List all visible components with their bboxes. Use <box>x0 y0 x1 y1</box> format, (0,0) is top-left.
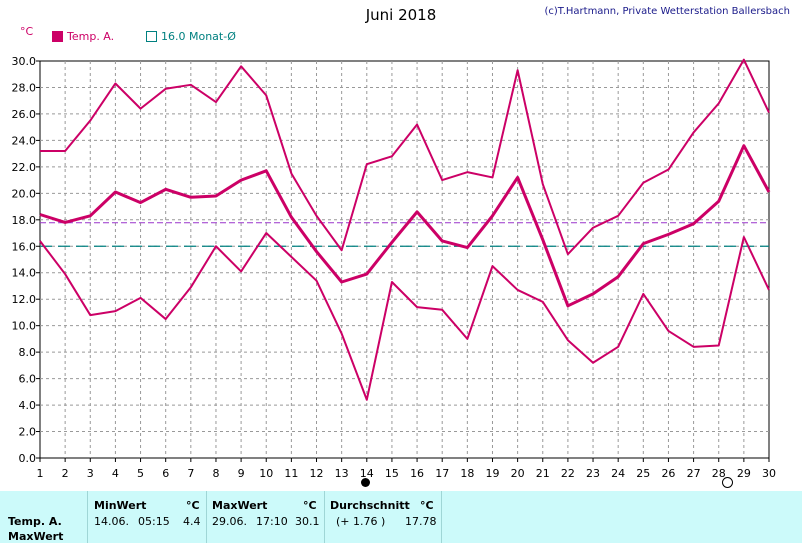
reference-lines <box>40 222 769 247</box>
x-tick-label: 4 <box>112 467 119 480</box>
x-tick-label: 16 <box>410 467 424 480</box>
y-tick-label: 8.0 <box>19 346 37 359</box>
avg-unit: °C <box>420 499 434 512</box>
stats-divider <box>324 491 325 543</box>
y-tick-label: 24.0 <box>12 134 37 147</box>
y-tick-label: 30.0 <box>12 55 37 68</box>
x-tick-label: 19 <box>485 467 499 480</box>
y-tick-label: 20.0 <box>12 187 37 200</box>
x-tick-label: 25 <box>636 467 650 480</box>
stats-divider <box>206 491 207 543</box>
x-tick-label: 22 <box>561 467 575 480</box>
x-tick-label: 27 <box>687 467 701 480</box>
x-tick-label: 1 <box>37 467 44 480</box>
x-tick-label: 29 <box>737 467 751 480</box>
x-tick-label: 18 <box>460 467 474 480</box>
max-header: MaxWert <box>212 499 268 512</box>
min-date: 14.06. <box>94 515 129 528</box>
x-tick-labels: 1 2 3 4 5 6 7 8 9 10 11 12 13 14 15 16 17 18 19 20 21 22 23 24 2… <box>37 467 777 480</box>
chart-grid <box>36 60 770 462</box>
x-tick-label: 6 <box>162 467 169 480</box>
series-lines <box>39 58 771 401</box>
x-tick-label: 23 <box>586 467 600 480</box>
x-tick-label: 2 <box>62 467 69 480</box>
x-tick-label: 12 <box>310 467 324 480</box>
x-tick-label: 5 <box>137 467 144 480</box>
x-tick-label: 10 <box>259 467 273 480</box>
max-time: 17:10 <box>256 515 288 528</box>
min-temperature-line <box>39 232 770 401</box>
max-date: 29.06. <box>212 515 247 528</box>
mean-temperature-line <box>39 144 771 308</box>
x-tick-label: 9 <box>238 467 245 480</box>
y-tick-labels: 0.0 2.0 4.0 6.0 8.0 10.0 12.0 14.0 16.0 18.0 20.0 2… <box>12 55 37 465</box>
plot-frame <box>39 60 770 459</box>
x-tick-label: 20 <box>511 467 525 480</box>
y-tick-label: 22.0 <box>12 161 37 174</box>
x-tick-label: 14 <box>360 467 374 480</box>
y-tick-label: 4.0 <box>19 399 37 412</box>
max-temperature-line <box>40 58 770 256</box>
legend-series[interactable]: Temp. A. <box>52 30 114 43</box>
station-credit: (c)T.Hartmann, Private Wetterstation Bal… <box>544 6 790 17</box>
min-header: MinWert <box>94 499 147 512</box>
x-tick-label: 28 <box>712 467 726 480</box>
temperature-chart: 0.0 2.0 4.0 6.0 8.0 10.0 12.0 14.0 16.0 18.0 20.0 2… <box>12 55 777 480</box>
legend-month-mean[interactable]: 16.0 Monat-Ø <box>146 30 236 43</box>
legend-series-label: Temp. A. <box>67 30 115 43</box>
min-value: 4.4 <box>183 515 201 528</box>
statistics-panel: Temp. A. MaxWert MinWert °C 14.06. 05:15… <box>0 491 802 543</box>
x-tick-label: 15 <box>385 467 399 480</box>
x-tick-label: 11 <box>284 467 298 480</box>
x-tick-label: 3 <box>87 467 94 480</box>
chart-title: Juni 2018 <box>365 6 437 24</box>
stats-row-sublabel: MaxWert <box>8 530 64 543</box>
y-tick-label: 0.0 <box>19 452 37 465</box>
x-tick-label: 30 <box>762 467 776 480</box>
stats-row-label: Temp. A. <box>8 515 62 528</box>
avg-delta: (+ 1.76 ) <box>336 515 386 528</box>
x-tick-label: 21 <box>536 467 550 480</box>
min-unit: °C <box>186 499 200 512</box>
stats-divider <box>87 491 88 543</box>
legend-mean-label: 16.0 Monat-Ø <box>161 30 236 43</box>
y-tick-label: 10.0 <box>12 320 37 333</box>
avg-value: 17.78 <box>405 515 437 528</box>
x-tick-label: 24 <box>611 467 625 480</box>
y-tick-label: 28.0 <box>12 81 37 94</box>
x-tick-label: 17 <box>435 467 449 480</box>
y-axis-unit: °C <box>20 25 34 38</box>
y-tick-label: 6.0 <box>19 373 37 386</box>
max-day-marker <box>722 477 733 488</box>
y-tick-label: 14.0 <box>12 267 37 280</box>
max-unit: °C <box>303 499 317 512</box>
max-value: 30.1 <box>295 515 320 528</box>
y-tick-label: 26.0 <box>12 108 37 121</box>
y-tick-label: 18.0 <box>12 214 37 227</box>
y-tick-label: 16.0 <box>12 240 37 253</box>
legend-mean-swatch <box>146 31 157 42</box>
y-tick-label: 12.0 <box>12 293 37 306</box>
x-tick-label: 8 <box>212 467 219 480</box>
x-tick-label: 13 <box>335 467 349 480</box>
min-day-marker <box>361 478 370 487</box>
x-tick-label: 26 <box>661 467 675 480</box>
avg-header: Durchschnitt <box>330 499 410 512</box>
legend-series-swatch <box>52 31 63 42</box>
y-tick-label: 2.0 <box>19 426 37 439</box>
min-time: 05:15 <box>138 515 170 528</box>
stats-divider <box>441 491 442 543</box>
x-tick-label: 7 <box>187 467 194 480</box>
